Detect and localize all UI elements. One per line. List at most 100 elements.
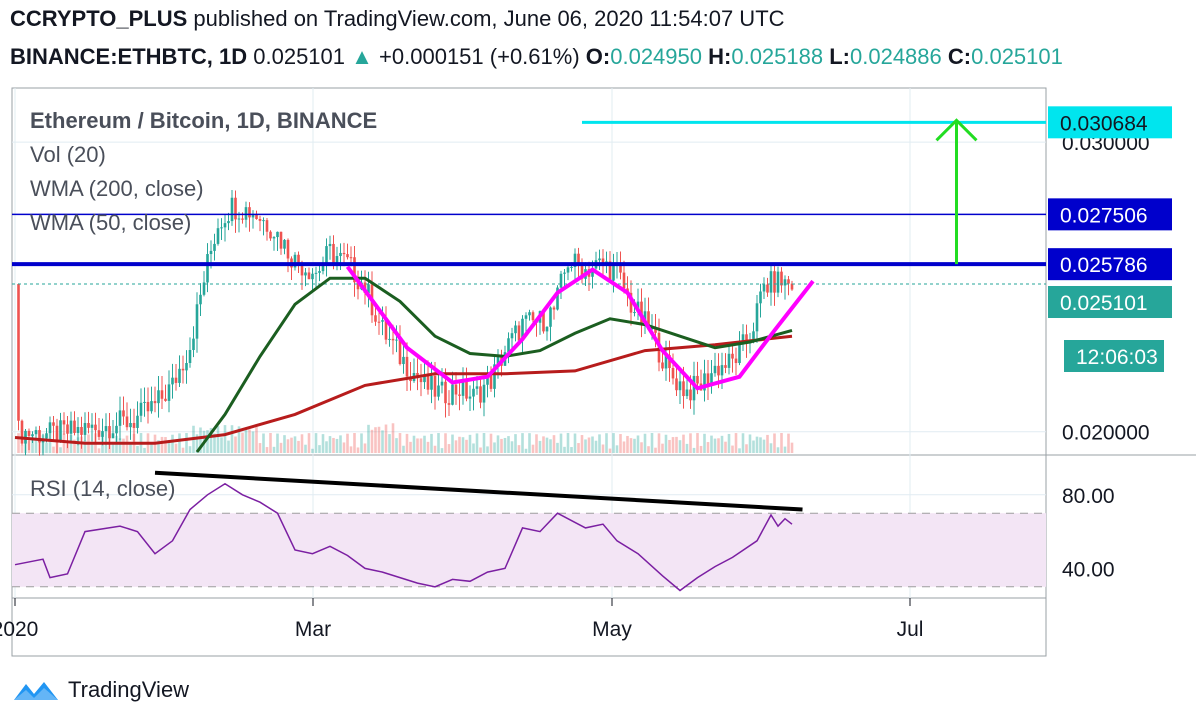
- low-value: 0.024886: [850, 44, 942, 69]
- volume-bar: [773, 433, 776, 453]
- volume-bar: [507, 436, 510, 453]
- volume-bar: [195, 434, 199, 453]
- volume-bar: [230, 425, 234, 453]
- price-label-box: [1064, 340, 1164, 372]
- candle-body: [724, 365, 727, 368]
- volume-bar: [668, 439, 671, 453]
- candle-body: [346, 254, 349, 258]
- volume-bar: [367, 424, 370, 453]
- candle-body: [153, 401, 157, 404]
- candle-body: [314, 272, 318, 274]
- candle-body: [423, 374, 426, 383]
- price-label-box: [1048, 106, 1172, 139]
- volume-bar: [307, 433, 311, 453]
- volume-bar: [489, 433, 493, 453]
- author-name[interactable]: CCRYPTO_PLUS: [10, 6, 188, 31]
- volume-bar: [199, 427, 202, 453]
- candle-body: [356, 282, 360, 290]
- volume-bar: [496, 435, 500, 453]
- candle-body: [55, 425, 59, 443]
- candle-body: [104, 426, 108, 432]
- volume-bar: [636, 435, 640, 453]
- volume-bar: [73, 439, 76, 453]
- time-tick-label: May: [592, 618, 632, 641]
- candle-body: [559, 273, 563, 288]
- candle-body: [73, 420, 76, 433]
- volume-bar: [290, 437, 293, 453]
- candle-body: [374, 315, 377, 322]
- candle-body: [493, 364, 496, 389]
- volume-bar: [356, 447, 360, 453]
- volume-bar: [608, 448, 612, 453]
- candle-body: [202, 282, 206, 295]
- volume-bar: [661, 443, 664, 453]
- candle-body: [122, 410, 125, 417]
- volume-bar: [563, 446, 566, 453]
- symbol-name[interactable]: BINANCE:ETHBTC, 1D: [10, 44, 248, 69]
- arrow-head: [935, 118, 978, 142]
- tradingview-footer[interactable]: TradingView: [12, 676, 189, 704]
- volume-bar: [517, 445, 521, 453]
- volume-bar: [458, 436, 461, 453]
- candle-body: [332, 243, 335, 264]
- candle-body: [654, 328, 657, 333]
- volume-bar: [601, 444, 605, 453]
- candle-body: [339, 252, 342, 257]
- volume-bar: [328, 436, 332, 453]
- volume-bar: [143, 447, 146, 453]
- volume-bar: [223, 425, 227, 453]
- candle-body: [696, 375, 699, 384]
- volume-bar: [62, 433, 66, 453]
- volume-bar: [584, 439, 587, 453]
- candle-body: [17, 284, 20, 421]
- candle-body: [619, 263, 622, 273]
- volume-bar: [706, 442, 710, 453]
- candle-body: [556, 287, 559, 310]
- candle-body: [293, 254, 297, 268]
- candle-body: [216, 228, 220, 244]
- volume-bar: [255, 427, 258, 453]
- candle-body: [178, 368, 181, 383]
- volume-bar: [178, 433, 181, 453]
- candle-body: [349, 257, 353, 259]
- volume-bar: [405, 433, 409, 453]
- volume-bar: [503, 437, 507, 453]
- candle-body: [419, 378, 423, 383]
- volume-bar: [104, 445, 108, 453]
- candle-body: [496, 356, 500, 365]
- volume-bar: [311, 448, 314, 453]
- candle-body: [276, 231, 279, 238]
- price-label-box: [1048, 286, 1172, 319]
- candle-body: [398, 339, 402, 365]
- volume-bar: [612, 433, 615, 453]
- candle-body: [440, 381, 444, 386]
- volume-bar: [500, 438, 503, 453]
- volume-bar: [419, 438, 423, 453]
- volume-bar: [654, 447, 657, 453]
- volume-bar: [220, 437, 223, 453]
- candle-body: [76, 427, 80, 433]
- volume-bar: [111, 441, 115, 453]
- candle-body: [444, 381, 447, 404]
- wma200-line: [14, 334, 793, 445]
- candle-body: [188, 350, 192, 364]
- volume-bar: [45, 442, 48, 453]
- candle-body: [262, 220, 265, 222]
- volume-bar: [577, 443, 580, 453]
- candle-body: [783, 279, 787, 286]
- candle-body: [318, 271, 321, 273]
- candle-body: [689, 389, 692, 401]
- volume-bar: [664, 434, 668, 453]
- candle-body: [437, 385, 440, 397]
- volume-bar: [262, 433, 265, 453]
- candle-body: [101, 431, 104, 437]
- volume-bar: [643, 433, 647, 453]
- candle-body: [265, 220, 269, 232]
- rsi-trendline: [154, 470, 803, 512]
- volume-bar: [248, 429, 251, 453]
- up-triangle-icon: ▲: [351, 44, 373, 69]
- candle-body: [237, 218, 241, 220]
- volume-bar: [545, 437, 549, 453]
- volume-bar: [272, 446, 276, 453]
